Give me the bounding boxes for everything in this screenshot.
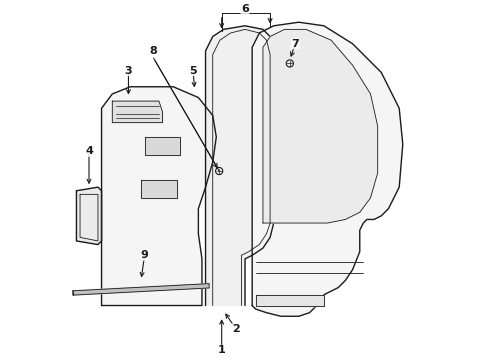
Text: 6: 6 [241, 4, 249, 14]
Polygon shape [112, 101, 163, 123]
Text: 3: 3 [124, 66, 132, 76]
Text: 4: 4 [85, 146, 93, 156]
Text: 2: 2 [232, 324, 240, 334]
Text: 1: 1 [218, 345, 225, 355]
Polygon shape [141, 180, 177, 198]
Text: 9: 9 [141, 250, 148, 260]
Polygon shape [73, 284, 209, 295]
Text: 5: 5 [189, 66, 197, 76]
Polygon shape [101, 87, 216, 306]
Polygon shape [252, 22, 403, 316]
Polygon shape [256, 295, 324, 306]
Text: 8: 8 [149, 46, 157, 56]
Text: 7: 7 [292, 39, 299, 49]
Polygon shape [76, 187, 101, 244]
Polygon shape [205, 26, 274, 306]
Polygon shape [145, 137, 180, 155]
Polygon shape [263, 30, 378, 223]
